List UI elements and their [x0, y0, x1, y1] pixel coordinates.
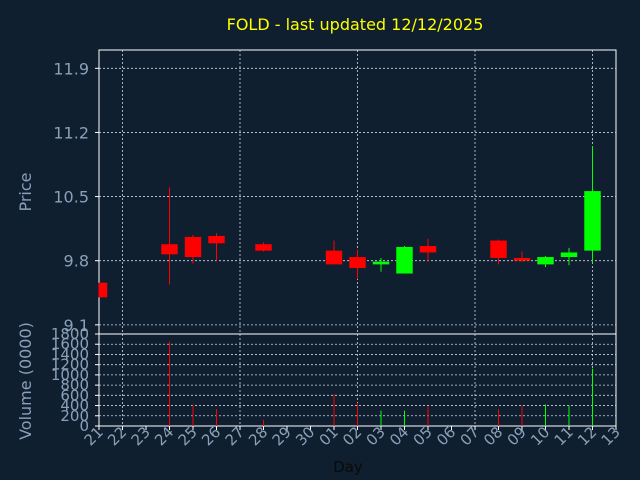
volume-y-tick-label: 1600	[51, 335, 89, 353]
candle-body	[396, 246, 413, 274]
candle-body	[184, 236, 202, 258]
price-y-tick-label: 11.2	[53, 123, 89, 142]
volume-y-tick-label: 0	[79, 417, 89, 435]
volume-y-tick-label: 1800	[51, 325, 89, 343]
volume-y-tick-label: 1200	[51, 356, 89, 374]
price-axis-label: Price	[16, 172, 35, 211]
volume-y-tick-label: 200	[60, 407, 89, 425]
candle-body	[208, 235, 225, 244]
volume-axis-label: Volume (0000)	[16, 322, 35, 440]
candle-body	[255, 244, 272, 251]
volume-y-tick-label: 400	[60, 397, 89, 415]
candle-body	[372, 261, 390, 265]
candle-body	[325, 250, 343, 265]
volume-y-tick-label: 800	[60, 376, 89, 394]
candle-body	[419, 246, 437, 253]
candle-body	[490, 240, 507, 258]
candle-body	[537, 257, 554, 265]
candle-body	[560, 252, 578, 258]
candle-body	[584, 191, 601, 251]
price-y-tick-label: 11.9	[53, 59, 89, 78]
volume-y-tick-label: 1400	[51, 345, 89, 363]
candle-body	[99, 282, 108, 298]
price-y-tick-label: 10.5	[53, 188, 89, 207]
price-y-tick-label: 9.1	[64, 316, 89, 335]
volume-y-tick-label: 600	[60, 386, 89, 404]
x-axis-label: Day	[333, 458, 363, 476]
candle-body	[513, 257, 531, 261]
price-panel: 9.1 9.8 10.5 11.2 11.9 Price	[16, 49, 617, 335]
price-y-tick-label: 9.8	[64, 252, 89, 271]
candle-body	[349, 257, 366, 269]
chart-title: FOLD - last updated 12/12/2025	[227, 15, 484, 34]
volume-y-tick-label: 1000	[51, 366, 89, 384]
candle-body	[161, 244, 178, 255]
